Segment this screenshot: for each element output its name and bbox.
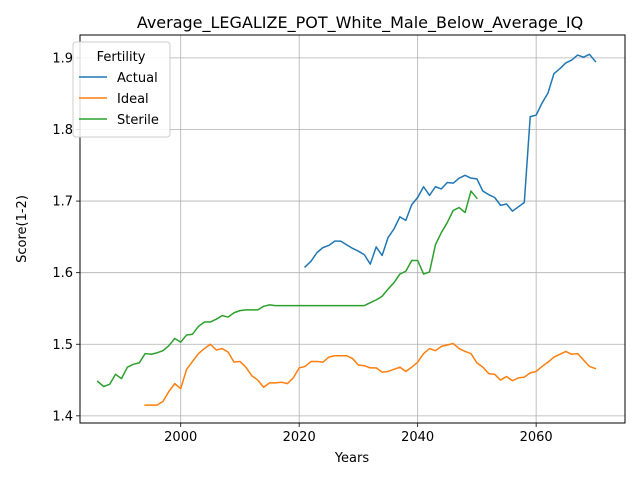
- y-tick-label: 1.8: [52, 123, 73, 138]
- x-axis-label: Years: [334, 451, 370, 466]
- y-tick-label: 1.7: [52, 195, 73, 210]
- legend-box: [72, 41, 171, 138]
- chart-title: Average_LEGALIZE_POT_White_Male_Below_Av…: [137, 13, 583, 33]
- y-tick-label: 1.9: [52, 51, 73, 66]
- x-axis: 2000 2020 2040 2060: [164, 423, 553, 445]
- x-tick-label: 2000: [164, 430, 197, 445]
- x-tick-label: 2040: [401, 430, 434, 445]
- series-line-actual: [304, 53, 597, 269]
- y-tick-label: 1.5: [52, 338, 73, 353]
- legend-label-sterile: Sterile: [117, 113, 159, 128]
- legend-title: Fertility: [97, 50, 146, 65]
- series-group: [96, 53, 597, 406]
- y-axis-label: Score(1-2): [15, 195, 30, 263]
- series-line-ideal: [144, 342, 597, 406]
- y-tick-label: 1.4: [52, 409, 73, 424]
- legend: Fertility Actual Ideal Sterile: [72, 41, 171, 138]
- x-tick-label: 2060: [520, 430, 553, 445]
- legend-label-ideal: Ideal: [117, 92, 149, 107]
- x-tick-label: 2020: [283, 430, 316, 445]
- plot-frame: [79, 34, 626, 424]
- legend-label-actual: Actual: [117, 71, 158, 86]
- grid: [80, 35, 625, 423]
- y-tick-label: 1.6: [52, 266, 73, 281]
- series-line-sterile: [96, 190, 478, 388]
- y-axis: 1.4 1.5 1.6 1.7 1.8 1.9: [52, 51, 80, 424]
